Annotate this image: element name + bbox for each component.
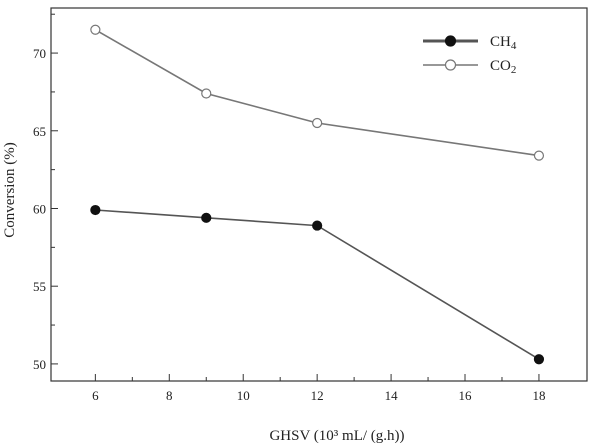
legend-entry-co2: CO2	[423, 58, 516, 76]
series-ch4	[90, 204, 545, 365]
x-tick-label: 16	[459, 388, 473, 403]
x-tick-label: 10	[237, 388, 250, 403]
series-line	[95, 29, 540, 157]
series-layer	[90, 24, 545, 365]
x-tick-label: 14	[385, 388, 399, 403]
x-tick-label: 8	[166, 388, 173, 403]
legend-marker	[444, 59, 457, 71]
x-tick-label: 18	[532, 388, 545, 403]
x-tick-label: 6	[92, 388, 99, 403]
data-point	[533, 354, 545, 365]
data-point	[312, 220, 323, 231]
legend-marker	[444, 35, 457, 47]
y-tick-label: 50	[33, 357, 46, 372]
data-point	[533, 150, 545, 161]
data-point	[90, 24, 101, 35]
series-co2	[90, 24, 545, 161]
plot-axes: 6 8 10 12 14 16 18 50 55 60 65 70	[33, 7, 588, 403]
data-point	[201, 212, 212, 223]
legend-entry-ch4: CH4	[423, 34, 517, 52]
series-line	[95, 209, 540, 360]
legend-label: CO2	[490, 58, 516, 76]
plot-frame	[50, 7, 588, 382]
y-tick-label: 65	[33, 124, 46, 139]
x-axis-label: GHSV (10³ mL/ (g.h))	[269, 428, 404, 444]
data-point	[201, 88, 212, 99]
y-tick-label: 55	[33, 279, 46, 294]
data-point	[312, 117, 323, 129]
legend-label: CH4	[490, 34, 517, 52]
y-tick-label: 60	[33, 201, 46, 216]
data-point	[90, 204, 101, 216]
y-tick-label: 70	[33, 46, 46, 61]
y-axis-label: Conversion (%)	[2, 142, 18, 237]
x-tick-label: 12	[311, 388, 324, 403]
